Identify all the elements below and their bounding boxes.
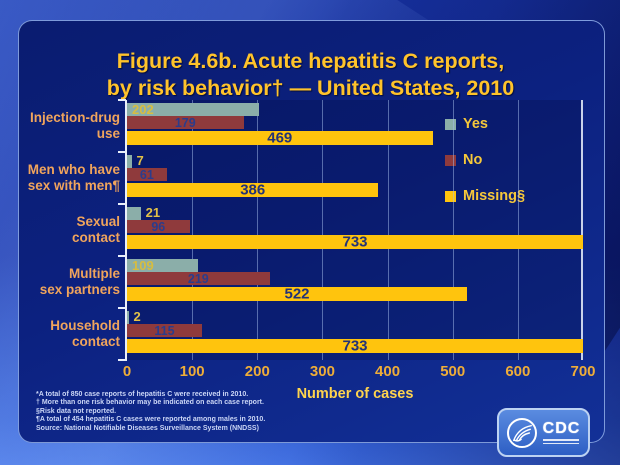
x-axis-title: Number of cases [296,386,414,402]
bar-missing-msm: 386 [127,181,379,199]
x-tick-label: 200 [244,363,270,380]
legend: Yes No Missing§ [445,116,525,224]
value-label-missing: 522 [284,285,310,303]
footnote-line: † More than one risk behavior may be ind… [36,399,264,407]
value-label-missing: 469 [267,129,293,147]
value-label-no: 179 [174,115,196,130]
legend-swatch-no [445,154,456,166]
footnote-line: §Risk data not reported. [36,407,117,415]
bar-yes-injection-drug-use: 202 [127,103,259,116]
gridline [322,100,324,360]
x-axis-ticks: 0 100 200 300 400 500 600 700 [123,363,596,381]
cdc-logo-sublines [543,437,580,444]
slide-panel [18,20,605,443]
footnote-line: *A total of 850 case reports of hepatiti… [36,391,249,398]
x-tick-label: 0 [122,363,132,380]
legend-label-yes: Yes [463,116,488,132]
x-tick-label: 600 [505,363,531,380]
value-label-missing: 733 [342,233,368,251]
footnotes: *A total of 850 case reports of hepatiti… [36,391,336,433]
gridline [387,100,389,360]
value-label-missing: 386 [240,181,266,199]
y-axis-tick [118,307,126,309]
gridline [452,100,454,360]
hhs-eagle-icon [506,417,537,448]
bar-missing-sexual-contact: 733 [127,233,583,251]
x-tick-label: 700 [570,363,596,380]
y-axis-tick [118,203,126,205]
y-axis-tick [118,151,126,153]
cdc-hhs-badge: CDC [497,408,590,457]
bar-yes-multiple-sex-partners: 109 [127,259,198,272]
x-tick-label: 100 [179,363,205,380]
chart-title: Figure 4.6b. Acute hepatitis C reports, … [18,48,603,102]
cdc-logo-text: CDC [542,420,581,437]
legend-swatch-missing [445,190,456,202]
gridline [257,100,259,360]
bar-yes-sexual-contact [127,207,141,220]
bar-yes-msm [127,155,132,168]
legend-label-missing: Missing§ [463,188,526,204]
y-axis-line [125,100,127,361]
plot-area: Yes No Missing§ 202 179 469 7 61 386 21 96 733 10… [118,99,583,361]
footnote-line: Source: National Notifiable Diseases Sur… [36,424,259,432]
chart-title-line2: by risk behavior† — United States, 2010 [106,76,515,100]
value-label-yes: 202 [132,102,154,117]
legend-item-yes: Yes [445,116,525,132]
value-label-yes: 7 [136,153,144,168]
gridline [192,100,194,360]
legend-item-missing: Missing§ [445,188,525,204]
category-label-multiple-sex-partners: Multiple sex partners [39,266,120,297]
plot-right-edge [581,100,583,360]
y-axis-tick [118,99,126,101]
category-label-msm: Men who have sex with men¶ [27,162,120,193]
footnote-line: ¶A total of 454 hepatitis C cases were r… [36,416,266,424]
x-tick-label: 500 [440,363,466,380]
bar-yes-household-contact [127,311,129,324]
value-label-no: 115 [154,323,175,338]
category-label-injection-drug-use: Injection-drug use [30,110,120,141]
bar-no-household-contact: 115 [127,323,202,338]
y-axis-tick [118,359,126,361]
value-label-no: 61 [139,167,154,182]
value-label-no: 219 [187,271,209,286]
bar-no-sexual-contact: 96 [127,219,190,234]
x-tick-label: 400 [375,363,401,380]
category-label-household-contact: Household contact [50,318,120,349]
gridline [517,100,519,360]
bar-no-injection-drug-use: 179 [127,115,244,130]
category-label-sexual-contact: Sexual contact [71,214,120,245]
x-tick-label: 300 [309,363,335,380]
value-label-yes: 109 [132,258,154,273]
category-axis: Injection-drug use Men who have sex with me… [8,100,120,360]
bar-missing-multiple-sex-partners: 522 [127,285,468,303]
chart-title-line1: Figure 4.6b. Acute hepatitis C reports, [116,49,505,73]
value-label-yes: 2 [133,309,141,324]
value-label-missing: 733 [342,337,368,355]
value-label-yes: 21 [145,205,161,220]
legend-label-no: No [463,152,483,168]
bar-no-msm: 61 [127,167,167,182]
y-axis-tick [118,255,126,257]
value-label-no: 96 [151,219,166,234]
legend-item-no: No [445,152,525,168]
bar-missing-household-contact: 733 [127,337,583,355]
bar-missing-injection-drug-use: 469 [127,129,433,147]
legend-swatch-yes [445,118,456,130]
bar-no-multiple-sex-partners: 219 [127,271,270,286]
